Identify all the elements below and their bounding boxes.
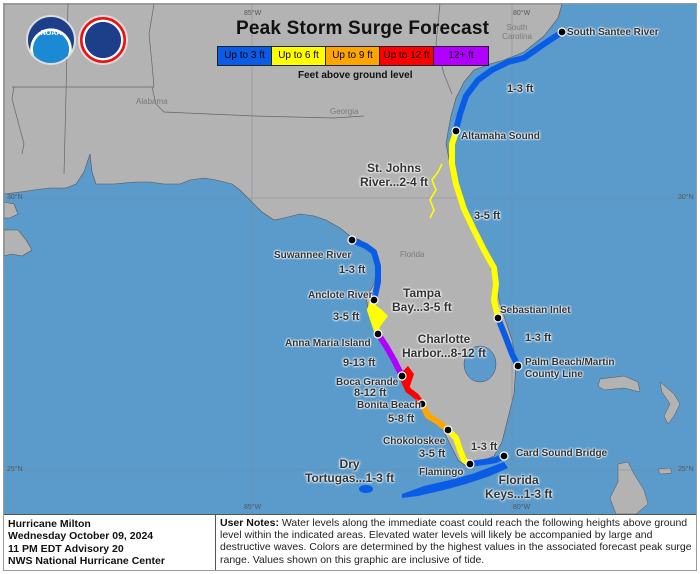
user-notes: User Notes: Water levels along the immed… [216, 515, 696, 570]
legend-item-up-to-3: Up to 3 ft [218, 47, 272, 65]
value-lee: 8-12 ft [354, 387, 387, 399]
grid-label-25n-right: 25°N [678, 466, 694, 473]
label-suwannee-river: Suwannee River [274, 250, 352, 261]
user-notes-label: User Notes: [220, 517, 279, 529]
area-charlotte-harbor: Charlotte Harbor...8-12 ft [402, 332, 487, 360]
label-south-santee-river: South Santee River [567, 27, 659, 38]
label-anna-maria-island: Anna Maria Island [285, 338, 371, 349]
area-florida-keys: Florida Keys...1-3 ft [485, 473, 553, 501]
grid-label-80w-bottom: 80°W [513, 504, 531, 511]
value-se-florida: 1-3 ft [525, 332, 552, 344]
value-everglades: 3-5 ft [419, 448, 446, 460]
label-card-sound-bridge: Card Sound Bridge [516, 448, 608, 459]
grid-label-80w-top: 80°W [513, 10, 531, 17]
label-altamaha-sound: Altamaha Sound [461, 131, 540, 142]
advisory-date: Wednesday October 09, 2024 [8, 530, 154, 543]
legend-item-12-plus: 12+ ft [434, 47, 488, 65]
state-label-georgia: Georgia [330, 107, 359, 116]
value-big-bend: 1-3 ft [339, 264, 366, 276]
legend-item-up-to-12: Up to 12 ft [380, 47, 434, 65]
grid-label-85w-top: 85°W [244, 10, 262, 17]
legend-caption: Feet above ground level [298, 70, 413, 81]
value-sc-ga-coast: 1-3 ft [507, 83, 534, 95]
info-footer: Hurricane Milton Wednesday October 09, 2… [4, 514, 696, 570]
noaa-logo: NOAA [26, 15, 76, 65]
advisory-number: 11 PM EDT Advisory 20 [8, 542, 124, 555]
value-biscayne: 1-3 ft [471, 441, 498, 453]
label-palm-beach-1: Palm Beach/Martin [525, 357, 615, 368]
label-flamingo: Flamingo [419, 467, 464, 478]
surge-legend: Up to 3 ft Up to 6 ft Up to 9 ft Up to 1… [217, 46, 489, 66]
storm-name: Hurricane Milton [8, 518, 91, 530]
user-notes-text: Water levels along the immediate coast c… [220, 517, 692, 566]
noaa-logo-text: NOAA [40, 30, 62, 37]
state-label-alabama: Alabama [136, 97, 168, 106]
nws-logo [78, 15, 128, 65]
label-chokoloskee: Chokoloskee [383, 436, 446, 447]
value-sarasota: 9-13 ft [343, 357, 376, 369]
grid-label-85w-bottom: 85°W [244, 504, 262, 511]
state-label-florida: Florida [400, 250, 425, 259]
legend-item-up-to-6: Up to 6 ft [272, 47, 326, 65]
label-sebastian-inlet: Sebastian Inlet [500, 305, 571, 316]
label-boca-grande: Boca Grande [336, 377, 399, 388]
value-pinellas: 3-5 ft [333, 311, 360, 323]
issuer: NWS National Hurricane Center [8, 555, 165, 568]
label-anclote-river: Anclote River [308, 290, 373, 301]
area-tampa-bay: Tampa Bay...3-5 ft [392, 286, 452, 314]
state-label-south-carolina: South Carolina [502, 23, 532, 41]
grid-label-30n-right: 30°N [678, 194, 694, 201]
grid-label-30n-left: 30°N [7, 194, 23, 201]
basemap [4, 4, 696, 514]
label-palm-beach-2: County Line [525, 369, 583, 380]
value-collier: 5-8 ft [388, 413, 415, 425]
legend-item-up-to-9: Up to 9 ft [326, 47, 380, 65]
map-title: Peak Storm Surge Forecast [236, 18, 490, 39]
grid-label-25n-left: 25°N [7, 466, 23, 473]
advisory-info: Hurricane Milton Wednesday October 09, 2… [4, 515, 216, 570]
area-dry-tortugas: Dry Tortugas...1-3 ft [305, 457, 395, 485]
surge-map: NOAA Alabama Georgia South Carolina Flor… [4, 4, 696, 514]
area-st-johns-river: St. Johns River...2-4 ft [360, 161, 429, 189]
label-bonita-beach: Bonita Beach [357, 400, 421, 411]
value-ne-florida: 3-5 ft [474, 210, 501, 222]
